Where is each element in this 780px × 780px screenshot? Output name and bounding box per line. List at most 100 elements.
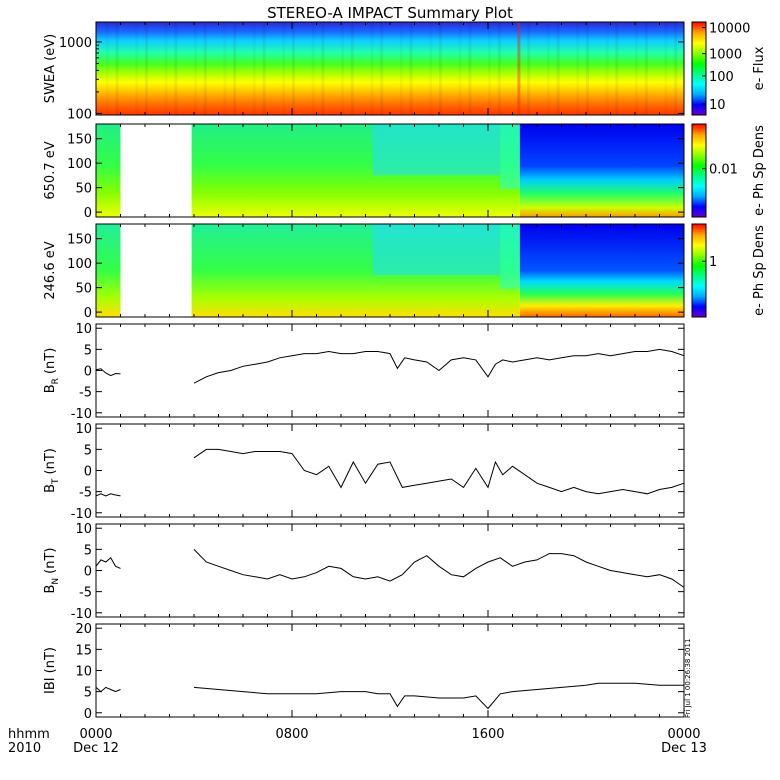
spectrogram-streak (253, 22, 256, 115)
series-line-1 (95, 557, 121, 569)
spectrogram-streak (468, 22, 472, 115)
spectrogram-streak (556, 22, 560, 115)
y-tick-label: 5 (84, 543, 92, 558)
spectrogram-streak (203, 22, 207, 115)
pad-cyan-region (372, 124, 501, 176)
pad-fill-start (96, 124, 121, 217)
colorbar-tick-label: 1 (709, 255, 717, 270)
spectrogram-streak (321, 22, 325, 115)
spectrogram-streak (497, 22, 501, 115)
y-axis-label: BN (nT) (43, 548, 61, 594)
spectrogram-streak (547, 22, 550, 115)
colorbar-tick-label: 1000 (709, 48, 742, 63)
colorbar (691, 223, 707, 318)
data-gap (120, 124, 192, 217)
time-row-label: hhmm (8, 727, 50, 742)
y-tick-label: -10 (71, 607, 92, 622)
y-tick-label: 0 (84, 465, 92, 480)
y-tick-label: 10 (75, 665, 92, 680)
y-tick-label: 5 (84, 343, 92, 358)
pad-fill-start (96, 224, 121, 317)
spectrogram-streak (459, 22, 462, 115)
y-tick-label: 10 (75, 322, 92, 337)
spectrogram-streak (115, 22, 119, 115)
y-tick-label: 15 (75, 643, 92, 658)
y-axis-label-main: 246.6 eV (43, 241, 58, 299)
series-line-2 (193, 348, 685, 384)
panel-frame (95, 523, 685, 618)
y-tick-label: 150 (67, 133, 92, 148)
panel-3: 0 50 100 150 246.6 eV 1 e- Ph Sp Dens (43, 223, 767, 321)
colorbar-tick-label: 100 (709, 70, 734, 85)
y-axis-label-unit: (nT) (43, 548, 58, 574)
y-tick-label: -10 (71, 407, 92, 422)
timestamp-stamp: Fri Jul 1 00:26:38 2011 (684, 639, 692, 718)
plot-title: STEREO-A IMPACT Summary Plot (267, 4, 513, 22)
y-tick-label: 0 (84, 365, 92, 380)
y-axis-label: BT (nT) (43, 448, 61, 493)
spectrogram-streak (106, 22, 109, 115)
time-tick-label: 1600 (471, 727, 504, 742)
colorbar-tick-label: 10000 (709, 22, 750, 37)
y-axis-label: SWEA (eV) (43, 34, 58, 103)
pad-transition (500, 224, 520, 290)
pad-transition (500, 124, 520, 190)
y-axis-label: 650.7 eV (43, 141, 58, 199)
y-axis-label-main: B (43, 484, 58, 493)
spectrogram-streak (233, 22, 237, 115)
spectrogram-streak (370, 22, 373, 115)
y-axis-label-main: B (43, 384, 58, 393)
series-line-2 (193, 682, 684, 710)
spectrogram-streak (312, 22, 315, 115)
spectrogram-streak (429, 22, 432, 115)
y-axis-label-unit: (nT) (43, 647, 58, 673)
year-label: 2010 (8, 741, 41, 756)
spectrogram-streak (165, 22, 168, 115)
y-tick-label: 0 (84, 206, 92, 221)
y-tick-label: 150 (67, 233, 92, 248)
spectrogram-streak (194, 22, 197, 115)
series-line-1 (95, 686, 121, 693)
y-tick-label: -5 (79, 486, 92, 501)
spectrogram-streak (350, 22, 354, 115)
y-axis-label-unit: (nT) (43, 448, 58, 474)
series-line-2 (193, 448, 685, 495)
panel-frame (95, 623, 685, 718)
spectrogram-streak (576, 22, 579, 115)
spectrogram-streak (223, 22, 226, 115)
time-tick-label: 0000 (79, 727, 112, 742)
y-tick-label: -10 (71, 507, 92, 522)
pad-fill-late (519, 124, 684, 217)
y-tick-label: 100 (67, 107, 92, 122)
spectrogram-streak (292, 22, 295, 115)
colorbar (691, 21, 707, 116)
y-tick-label: -5 (79, 586, 92, 601)
y-axis-label: 246.6 eV (43, 241, 58, 299)
spectrogram-streak (527, 22, 531, 115)
y-axis-label-main: SWEA (eV) (43, 34, 58, 103)
colorbar-label: e- Ph Sp Dens (752, 225, 767, 316)
spectrogram-streak (135, 22, 138, 115)
spectrogram-streak (635, 22, 638, 115)
colorbar-tick-label: 10 (709, 98, 726, 113)
spectrogram-streak (664, 22, 667, 115)
spectrogram-streak (606, 22, 609, 115)
spectrogram-streak (174, 22, 178, 115)
y-tick-label: 5 (84, 443, 92, 458)
date-label: Dec 13 (661, 741, 707, 756)
colorbar (691, 123, 707, 218)
y-tick-label: 50 (75, 182, 92, 197)
colorbar-label: e- Ph Sp Dens (752, 125, 767, 216)
y-tick-label: 100 (67, 257, 92, 272)
colorbar-label: e- Flux (752, 46, 767, 90)
y-axis-label-sub: R (51, 378, 61, 384)
y-axis-label-main: B (43, 585, 58, 594)
y-tick-label: 0 (84, 565, 92, 580)
time-tick-label: 0000 (667, 727, 700, 742)
spectrogram-break (517, 22, 521, 115)
y-axis-label: IBI (nT) (43, 647, 58, 694)
y-tick-label: 50 (75, 282, 92, 297)
panel-7: 0 5 10 15 20 IBI (nT) (43, 622, 685, 722)
